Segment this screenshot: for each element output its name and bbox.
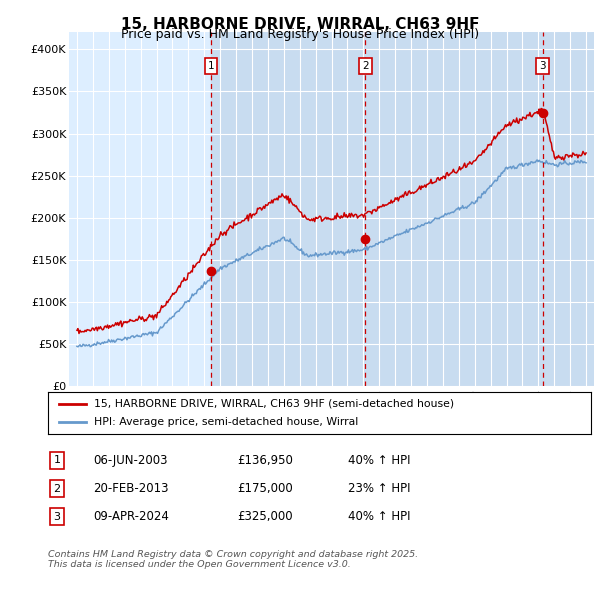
Text: 09-APR-2024: 09-APR-2024 [93, 510, 169, 523]
Text: 1: 1 [208, 61, 214, 71]
Text: £136,950: £136,950 [237, 454, 293, 467]
Text: 15, HARBORNE DRIVE, WIRRAL, CH63 9HF (semi-detached house): 15, HARBORNE DRIVE, WIRRAL, CH63 9HF (se… [94, 399, 454, 409]
Text: 1: 1 [53, 455, 61, 465]
Text: 23% ↑ HPI: 23% ↑ HPI [348, 482, 410, 495]
Text: 06-JUN-2003: 06-JUN-2003 [93, 454, 167, 467]
Text: 40% ↑ HPI: 40% ↑ HPI [348, 510, 410, 523]
Text: 2: 2 [362, 61, 368, 71]
Text: 3: 3 [53, 512, 61, 522]
Text: 20-FEB-2013: 20-FEB-2013 [93, 482, 169, 495]
Text: 40% ↑ HPI: 40% ↑ HPI [348, 454, 410, 467]
Text: £175,000: £175,000 [237, 482, 293, 495]
Bar [211, 32, 365, 386]
Text: 15, HARBORNE DRIVE, WIRRAL, CH63 9HF: 15, HARBORNE DRIVE, WIRRAL, CH63 9HF [121, 17, 479, 31]
Text: Price paid vs. HM Land Registry's House Price Index (HPI): Price paid vs. HM Land Registry's House … [121, 28, 479, 41]
Text: HPI: Average price, semi-detached house, Wirral: HPI: Average price, semi-detached house,… [94, 417, 358, 427]
Text: 3: 3 [539, 61, 546, 71]
Text: Contains HM Land Registry data © Crown copyright and database right 2025.
This d: Contains HM Land Registry data © Crown c… [48, 550, 418, 569]
Text: £325,000: £325,000 [237, 510, 293, 523]
Text: 2: 2 [53, 484, 61, 493]
Bar [365, 32, 542, 386]
Bar [542, 32, 594, 386]
